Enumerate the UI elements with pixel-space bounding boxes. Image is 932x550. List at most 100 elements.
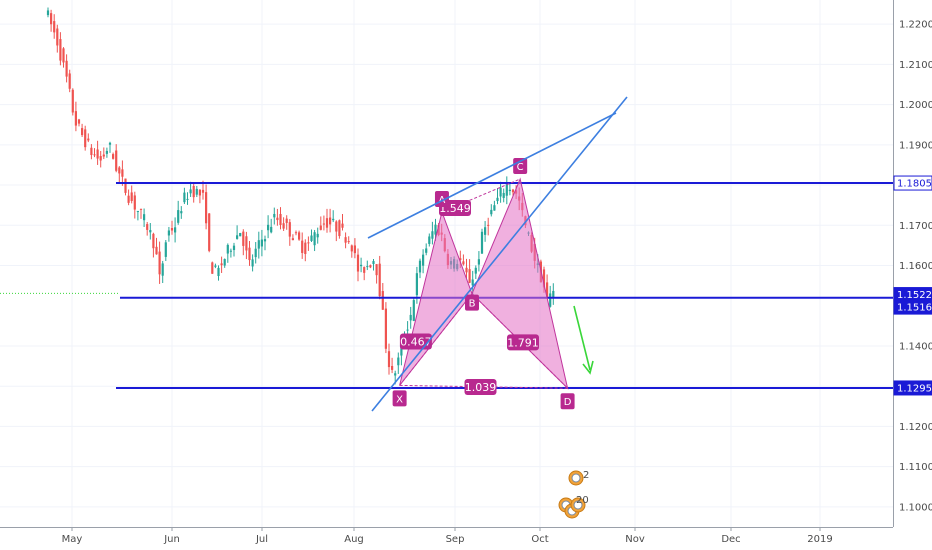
candle-body xyxy=(400,343,403,356)
candle-body xyxy=(226,244,229,254)
candle-body xyxy=(102,154,105,157)
lower-trendline xyxy=(371,96,628,412)
event-count-label: 2 xyxy=(583,470,589,481)
y-tick-label: 1.14000 xyxy=(899,341,932,352)
candle-body xyxy=(186,198,189,200)
candle-body xyxy=(71,89,74,113)
candle-body xyxy=(68,73,71,89)
candle-body xyxy=(412,300,415,321)
y-tick-label: 1.12000 xyxy=(899,422,932,433)
price-tag-label: 1.12956 xyxy=(897,383,932,394)
event-icons: 2 20 xyxy=(558,470,589,519)
candle-body xyxy=(465,267,468,273)
ratio-label: 1.039 xyxy=(465,381,497,394)
ratio-label: 0.467 xyxy=(400,336,432,349)
candle-body xyxy=(217,267,220,277)
candle-body xyxy=(46,10,50,16)
candle-body xyxy=(397,357,400,366)
price-tag xyxy=(893,299,932,315)
candle-body xyxy=(310,235,313,241)
candle-body xyxy=(462,261,465,265)
candle-body xyxy=(273,213,276,218)
point-label: B xyxy=(469,299,476,310)
candle-body xyxy=(50,13,53,25)
candle-body xyxy=(329,217,332,225)
price-tags: 1.18050 1.15228 1.15165 1.12956 xyxy=(893,175,932,396)
candle-body xyxy=(313,232,316,246)
candle-body xyxy=(242,231,245,246)
candle-body xyxy=(136,210,139,212)
candle-body xyxy=(325,218,329,228)
candle-body xyxy=(418,260,422,273)
candle-body xyxy=(384,308,387,349)
candle-body xyxy=(263,239,267,242)
candle-body xyxy=(285,218,288,223)
candle-body xyxy=(257,240,260,249)
candle-body xyxy=(65,60,68,77)
candle-body xyxy=(205,192,208,224)
upper-trendline xyxy=(367,112,617,239)
event-icon-inner xyxy=(573,500,583,510)
candle-body xyxy=(59,39,62,61)
candle-body xyxy=(542,269,546,288)
price-tag xyxy=(893,175,932,191)
candle-body xyxy=(183,192,186,203)
candle-body xyxy=(90,147,93,156)
x-tick-label: 2019 xyxy=(807,534,832,545)
point-label: C xyxy=(517,162,524,173)
x-tick-label: Dec xyxy=(721,534,740,545)
projection-arrow-shaft xyxy=(573,305,591,371)
candle-body xyxy=(366,266,369,268)
point-label: D xyxy=(564,397,572,408)
ac-line xyxy=(441,178,521,213)
candle-body xyxy=(459,258,462,261)
candle-body xyxy=(484,227,487,235)
x-tick-label: Aug xyxy=(344,534,364,545)
candle-body xyxy=(490,209,493,215)
point-label: X xyxy=(396,394,403,405)
candle-body xyxy=(288,222,291,237)
candle-body xyxy=(149,230,152,233)
candle-body xyxy=(480,231,484,254)
candle-body xyxy=(415,273,418,296)
candle-body xyxy=(335,221,338,232)
candle-body xyxy=(347,241,350,243)
candle-body xyxy=(93,154,96,156)
candle-body xyxy=(245,236,248,251)
ratio-label: 1.791 xyxy=(507,336,539,349)
xd-line xyxy=(399,384,568,389)
candle-body xyxy=(121,169,124,177)
candle-body xyxy=(167,230,170,236)
candle-body xyxy=(344,237,347,243)
candle-body xyxy=(394,373,397,376)
candle-body xyxy=(180,211,183,214)
candle-body xyxy=(372,261,375,265)
candle-body xyxy=(406,329,409,331)
x-tick-label: May xyxy=(62,534,83,545)
price-tag-label: 1.15165 xyxy=(897,303,932,314)
point-tag xyxy=(560,393,575,410)
x-tick-label: Jul xyxy=(255,534,268,545)
point-tag xyxy=(513,158,528,175)
candle-body xyxy=(279,213,282,225)
candle-body xyxy=(378,263,381,297)
candle-body xyxy=(546,282,549,299)
candle-body xyxy=(62,48,65,63)
candle-body xyxy=(108,142,112,145)
candle-body xyxy=(304,242,307,255)
candle-body xyxy=(434,224,437,235)
candle-body xyxy=(198,189,201,196)
point-tag xyxy=(392,390,407,407)
candle-body xyxy=(118,167,121,174)
candle-body xyxy=(220,263,223,266)
price-tag-label: 1.18050 xyxy=(897,179,932,190)
candle-body xyxy=(276,217,279,221)
candle-body xyxy=(468,269,471,283)
x-tick-label: Nov xyxy=(625,534,645,545)
candle-body xyxy=(232,245,236,251)
ratio-tag xyxy=(464,379,497,396)
candle-body xyxy=(493,205,496,211)
projection-arrowhead xyxy=(582,360,594,375)
